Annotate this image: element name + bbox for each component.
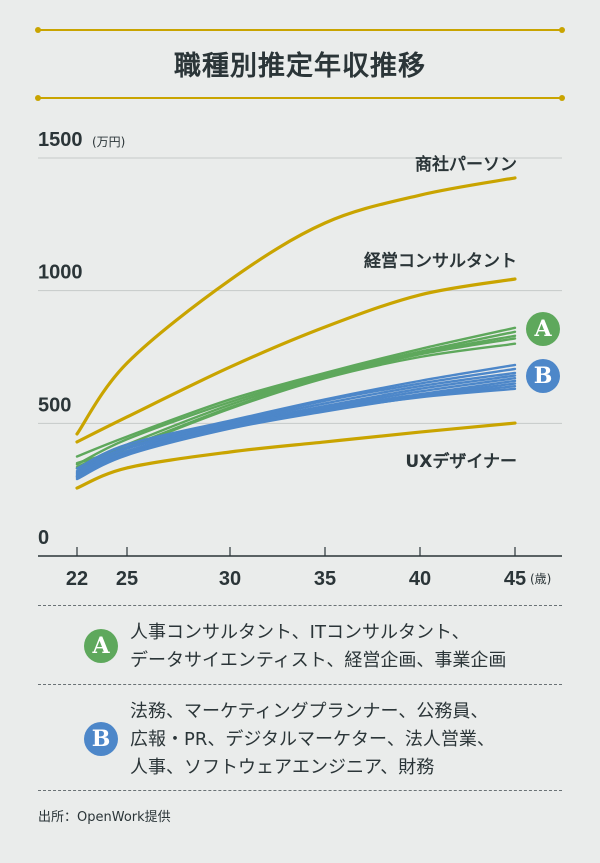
series-line-group-b: [75, 367, 517, 473]
series-line-group-b: [75, 377, 517, 478]
series-label: 経営コンサルタント: [364, 251, 517, 272]
series-line-gold: [75, 176, 517, 436]
legend-b-line: 広報・PR、デジタルマーケター、法人営業、: [130, 729, 495, 750]
x-tick-label: 30: [219, 568, 241, 590]
legend-group-b: 法務、マーケティングプランナー、公務員、 広報・PR、デジタルマーケター、法人営…: [130, 698, 495, 782]
x-tick-label: 22: [66, 568, 88, 590]
source-note: 出所：OpenWork提供: [38, 810, 171, 825]
y-tick-label: 0: [38, 527, 49, 549]
x-tick-label: 45: [504, 568, 526, 590]
legend-b-line: 法務、マーケティングプランナー、公務員、: [130, 701, 489, 722]
legend-b-line: 人事、ソフトウェアエンジニア、財務: [130, 757, 435, 778]
legend-a-line: 人事コンサルタント、ITコンサルタント、: [130, 622, 470, 643]
series-line-group-b: [75, 371, 517, 474]
legend-group-a: 人事コンサルタント、ITコンサルタント、 データサイエンティスト、経営企画、事業…: [130, 619, 506, 675]
group-b-badge: B: [526, 359, 560, 393]
legend-divider: [38, 684, 562, 685]
y-tick-label: 1500: [38, 129, 83, 151]
series-line-group-a: [75, 326, 517, 458]
chart-title: 職種別推定年収推移: [174, 51, 426, 82]
series-line-gold: [75, 421, 517, 490]
legend-divider: [38, 605, 562, 606]
group-a-badge: A: [526, 312, 560, 346]
y-unit-label: (万円): [92, 135, 125, 149]
series-line-gold: [75, 277, 517, 444]
series-label: 商社パーソン: [415, 154, 517, 175]
title-rule-bottom: [35, 95, 565, 101]
series-label: UXデザイナー: [405, 451, 517, 472]
legend-b-badge: B: [84, 722, 118, 756]
y-tick-label: 1000: [38, 262, 83, 284]
title-rule-top: [35, 27, 565, 33]
legend-divider: [38, 790, 562, 791]
x-tick-label: 25: [116, 568, 138, 590]
y-tick-label: 500: [38, 394, 71, 416]
x-tick-label: 35: [314, 568, 336, 590]
x-unit-label: (歳): [530, 572, 551, 586]
legend-a-badge: A: [84, 629, 118, 663]
series-line-group-b: [75, 387, 517, 478]
legend-a-line: データサイエンティスト、経営企画、事業企画: [130, 650, 507, 671]
x-tick-label: 40: [409, 568, 431, 590]
line-chart: 0 500 1000 1500 (万円) 22 25 30 35 40 45 (歳) 商社パーソン経営コ…: [38, 129, 562, 590]
series-line-group-a: [75, 330, 517, 466]
